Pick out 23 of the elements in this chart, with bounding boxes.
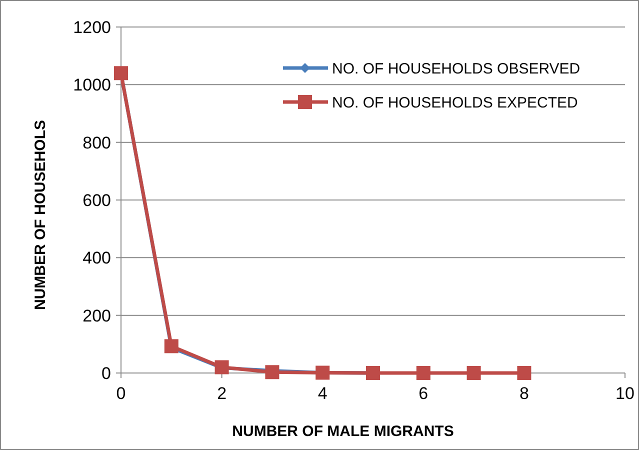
y-axis-title: NUMBER OF HOUSEHOLS	[32, 120, 49, 310]
y-tick-label: 200	[82, 306, 111, 326]
legend-label: NO. OF HOUSEHOLDS OBSERVED	[332, 60, 580, 78]
x-tick-label: 10	[616, 384, 634, 403]
x-tick-label: 6	[418, 384, 428, 403]
point	[517, 366, 532, 380]
y-tick-label: 800	[82, 133, 111, 152]
point	[214, 360, 229, 374]
x-axis-title: NUMBER OF MALE MIGRANTS	[232, 423, 454, 440]
y-tick-label: 1000	[73, 76, 111, 95]
point	[416, 366, 430, 380]
x-tick-label: 2	[217, 384, 227, 403]
point	[265, 365, 280, 380]
x-tick-label: 0	[116, 384, 126, 403]
y-tick-label: 1200	[73, 18, 111, 37]
y-tick-label: 0	[102, 364, 111, 383]
x-tick-label: 4	[318, 384, 328, 403]
y-tick-label: 600	[82, 190, 111, 210]
point	[466, 366, 481, 380]
legend-label: NO. OF HOUSEHOLDS EXPECTED	[332, 94, 578, 112]
y-tick-label: 400	[82, 248, 111, 268]
point	[164, 339, 178, 354]
x-tick-label: 8	[519, 384, 529, 403]
